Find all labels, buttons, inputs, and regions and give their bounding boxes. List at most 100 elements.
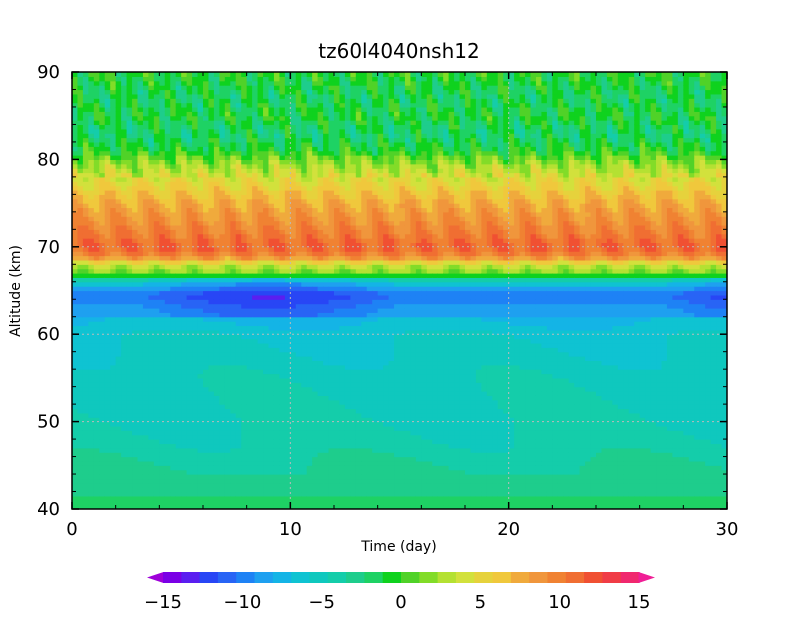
heatmap-cell [284, 111, 291, 117]
heatmap-cell [99, 120, 106, 126]
heatmap-cell [137, 106, 144, 112]
heatmap-cell [104, 159, 111, 165]
heatmap-cell [203, 229, 210, 235]
heatmap-cell [219, 391, 226, 396]
heatmap-cell [110, 351, 117, 357]
heatmap-cell [115, 391, 122, 396]
heatmap-cell [328, 338, 335, 344]
heatmap-cell [339, 238, 346, 244]
heatmap-cell [88, 189, 95, 195]
heatmap-cell [82, 229, 89, 235]
heatmap-cell [82, 307, 89, 313]
heatmap-cell [230, 425, 237, 431]
heatmap-cell [219, 356, 226, 362]
heatmap-cell [137, 478, 144, 484]
heatmap-cell [323, 478, 330, 484]
heatmap-cell [72, 303, 79, 309]
heatmap-cell [197, 465, 204, 471]
heatmap-cell [164, 203, 171, 209]
heatmap-cell [132, 72, 139, 77]
heatmap-cell [306, 220, 313, 226]
heatmap-cell [306, 224, 313, 230]
heatmap-cell [328, 163, 335, 169]
heatmap-cell [175, 443, 182, 449]
heatmap-cell [213, 146, 220, 152]
heatmap-cell [284, 434, 291, 440]
heatmap-cell [110, 137, 117, 143]
heatmap-cell [93, 404, 100, 410]
heatmap-cell [284, 273, 291, 278]
heatmap-cell [170, 133, 177, 139]
heatmap-cell [132, 120, 139, 126]
heatmap-cell [77, 185, 84, 191]
heatmap-cell [121, 329, 128, 335]
heatmap-cell [203, 395, 210, 401]
heatmap-cell [317, 312, 324, 318]
heatmap-cell [153, 342, 160, 348]
heatmap-cell [273, 229, 281, 235]
heatmap-cell [268, 373, 275, 379]
heatmap-cell [334, 268, 341, 274]
heatmap-cell [284, 159, 291, 165]
heatmap-cell [132, 500, 139, 506]
heatmap-cell [219, 89, 226, 95]
heatmap-cell [159, 465, 166, 471]
heatmap-cell [317, 255, 324, 261]
heatmap-cell [257, 325, 264, 331]
heatmap-cell [208, 430, 215, 436]
heatmap-cell [153, 281, 160, 287]
heatmap-cell [203, 242, 210, 248]
heatmap-cell [306, 93, 313, 99]
heatmap-cell [203, 224, 210, 230]
heatmap-cell [142, 224, 150, 230]
heatmap-cell [219, 189, 226, 195]
heatmap-cell [317, 342, 324, 348]
heatmap-cell [252, 211, 259, 217]
heatmap-cell [208, 150, 215, 156]
heatmap-cell [181, 85, 188, 91]
heatmap-cell [72, 150, 79, 156]
heatmap-cell [224, 290, 231, 296]
heatmap-cell [82, 159, 89, 165]
heatmap-cell [273, 338, 281, 344]
heatmap-cell [279, 369, 286, 375]
heatmap-cell [235, 434, 242, 440]
heatmap-cell [142, 482, 150, 488]
heatmap-cell [263, 342, 270, 348]
heatmap-cell [268, 137, 275, 143]
heatmap-cell [99, 334, 106, 340]
heatmap-cell [104, 386, 111, 392]
heatmap-cell [219, 294, 226, 300]
heatmap-cell [197, 111, 204, 117]
heatmap-cell [104, 163, 111, 169]
heatmap-cell [110, 482, 117, 488]
heatmap-cell [213, 334, 220, 340]
heatmap-cell [153, 277, 160, 283]
heatmap-cell [323, 194, 330, 200]
heatmap-cell [186, 377, 193, 383]
heatmap-cell [197, 351, 204, 357]
heatmap-cell [328, 495, 335, 501]
heatmap-cell [208, 487, 215, 493]
heatmap-cell [104, 106, 111, 112]
heatmap-cell [115, 307, 122, 313]
heatmap-cell [159, 452, 166, 458]
heatmap-cell [323, 386, 330, 392]
heatmap-cell [208, 277, 215, 283]
heatmap-cell [186, 181, 193, 187]
heatmap-cell [224, 425, 231, 431]
heatmap-cell [175, 220, 182, 226]
heatmap-cell [170, 408, 177, 414]
heatmap-cell [192, 198, 199, 204]
heatmap-cell [197, 307, 204, 313]
heatmap-cell [93, 146, 100, 152]
heatmap-cell [104, 102, 111, 108]
heatmap-cell [121, 255, 128, 261]
heatmap-cell [290, 115, 297, 121]
heatmap-cell [290, 155, 297, 160]
heatmap-cell [170, 259, 177, 265]
heatmap-cell [126, 233, 133, 239]
heatmap-cell [279, 76, 286, 82]
heatmap-cell [213, 325, 220, 331]
heatmap-cell [252, 408, 259, 414]
